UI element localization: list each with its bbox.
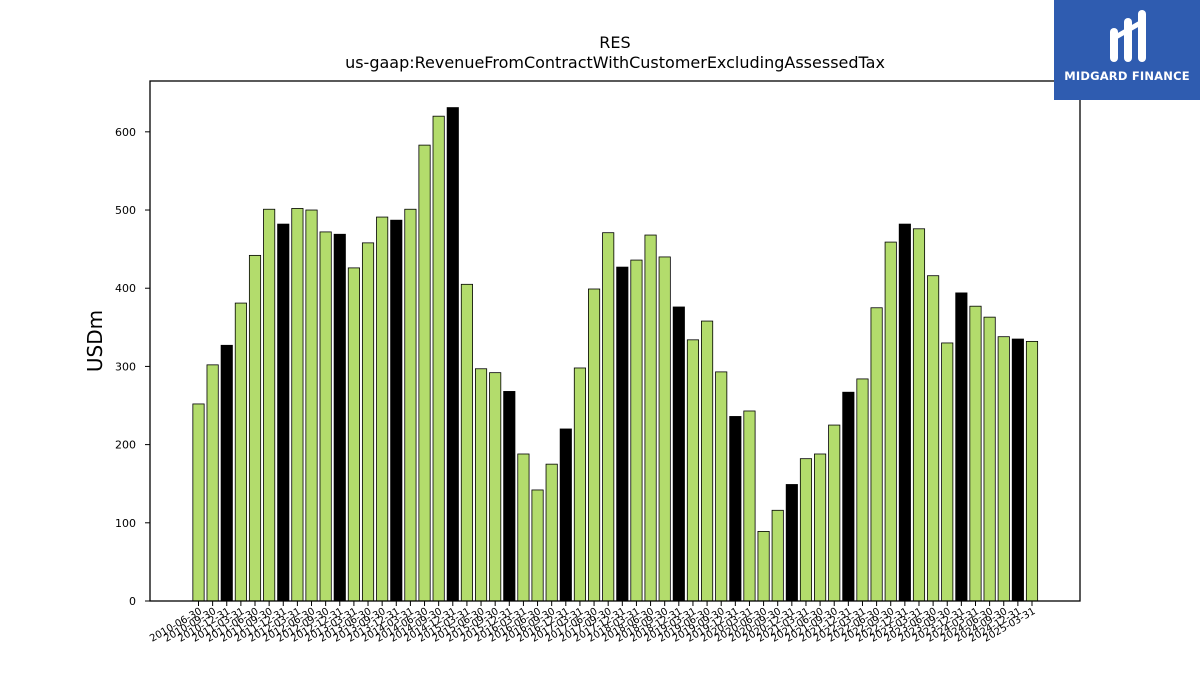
- bar-2019-03-31: [686, 339, 699, 602]
- y-axis-label: USDm: [83, 310, 107, 372]
- bar-2023-06-30: [927, 275, 940, 602]
- bar-2024-12-31: [1011, 338, 1024, 602]
- y-tick-label: 0: [129, 595, 136, 608]
- bar-2023-12-31: [955, 292, 968, 602]
- y-tick-label: 300: [115, 360, 136, 373]
- bar-2012-03-31: [291, 208, 304, 602]
- chart-title: RES: [599, 33, 630, 52]
- bar-2019-12-31: [729, 416, 742, 602]
- bar-2022-12-31: [898, 223, 911, 602]
- chart-subtitle: us-gaap:RevenueFromContractWithCustomerE…: [345, 53, 885, 72]
- bar-2014-06-30: [418, 144, 431, 602]
- bars-group: [192, 107, 1039, 602]
- y-tick-label: 400: [115, 282, 136, 295]
- bar-2018-06-30: [644, 234, 657, 602]
- logo-text: MIDGARD FINANCE: [1064, 69, 1190, 83]
- bar-2014-12-31: [446, 107, 459, 602]
- bar-2023-09-30: [941, 342, 954, 602]
- bar-2021-12-31: [842, 391, 855, 602]
- bar-2015-03-31: [460, 283, 473, 602]
- bar-2017-06-30: [588, 288, 601, 602]
- x-axis: 2010-06-302010-09-302010-12-312011-03-31…: [148, 601, 1038, 645]
- bar-2017-12-31: [616, 266, 629, 602]
- bar-2022-06-30: [870, 307, 883, 602]
- y-tick-label: 600: [115, 126, 136, 139]
- bar-2010-06-30: [192, 403, 205, 602]
- bar-2012-12-31: [333, 233, 346, 602]
- bar-2020-03-31: [743, 410, 756, 602]
- bar-2023-03-31: [912, 228, 926, 602]
- bar-2015-12-31: [503, 391, 516, 602]
- bar-2013-09-30: [376, 216, 389, 602]
- bar-2022-09-30: [884, 241, 897, 602]
- bar-2010-09-30: [206, 364, 219, 602]
- y-tick-label: 500: [115, 204, 136, 217]
- bar-2021-03-31: [799, 458, 813, 602]
- bar-2020-06-30: [757, 531, 770, 602]
- bar-2015-06-30: [474, 368, 488, 602]
- bar-2015-09-30: [489, 372, 502, 602]
- bar-2012-06-30: [305, 209, 318, 602]
- bar-2016-09-30: [545, 463, 558, 602]
- bar-2011-09-30: [263, 208, 276, 602]
- bar-2013-12-31: [390, 219, 403, 602]
- bar-2024-03-31: [969, 305, 982, 602]
- bar-2010-12-31: [220, 344, 233, 602]
- logo-mark-icon: [1110, 10, 1146, 62]
- bar-2012-09-30: [319, 231, 332, 602]
- bar-2016-12-31: [559, 428, 572, 602]
- bar-2018-09-30: [658, 256, 671, 602]
- bar-2017-09-30: [602, 232, 615, 602]
- bar-2018-03-31: [630, 259, 643, 602]
- y-axis: 0 100 200 300 400 500 600: [115, 126, 150, 608]
- bar-2022-03-31: [856, 378, 869, 602]
- bar-2020-09-30: [771, 509, 784, 602]
- bar-2011-06-30: [248, 254, 262, 602]
- y-tick-label: 100: [115, 517, 136, 530]
- midgard-finance-logo: MIDGARD FINANCE: [1054, 0, 1200, 100]
- bar-2024-09-30: [997, 336, 1010, 602]
- bar-2019-06-30: [701, 320, 714, 602]
- bar-2016-06-30: [531, 489, 544, 602]
- bar-2018-12-31: [672, 306, 685, 602]
- bar-2014-09-30: [432, 115, 445, 602]
- y-tick-label: 200: [115, 439, 136, 452]
- bar-2020-12-31: [785, 484, 798, 602]
- bar-2019-09-30: [715, 371, 728, 602]
- bar-2014-03-31: [404, 208, 417, 602]
- bar-2013-03-31: [347, 267, 360, 602]
- bar-2013-06-30: [361, 242, 375, 602]
- bar-2021-06-30: [814, 453, 827, 602]
- bar-2011-03-31: [234, 302, 247, 602]
- bar-2016-03-31: [517, 453, 530, 602]
- bar-2025-03-31: [1025, 340, 1039, 602]
- bar-2017-03-31: [573, 367, 586, 602]
- bar-2024-06-30: [983, 316, 996, 602]
- bar-2021-09-30: [828, 424, 841, 602]
- plot-frame: [149, 80, 1081, 602]
- bar-2011-12-31: [277, 223, 290, 602]
